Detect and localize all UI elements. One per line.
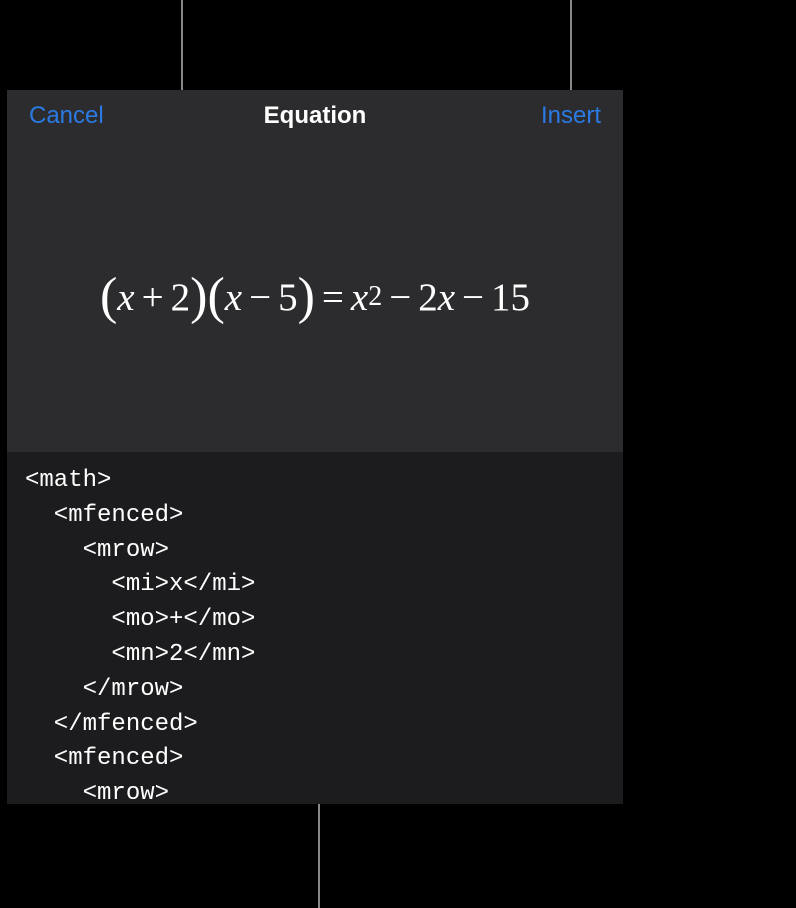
equation-panel: Cancel Equation Insert (x+2)(x−5)=x2−2x−… (7, 90, 623, 804)
code-editor[interactable]: <math> <mfenced> <mrow> <mi>x</mi> <mo>+… (7, 452, 623, 804)
panel-title: Equation (264, 102, 367, 130)
cancel-button[interactable]: Cancel (29, 102, 104, 130)
header-bar: Cancel Equation Insert (7, 90, 623, 142)
callout-line-insert (570, 0, 572, 90)
code-text: <math> <mfenced> <mrow> <mi>x</mi> <mo>+… (25, 467, 255, 804)
equation-rendered: (x+2)(x−5)=x2−2x−15 (100, 275, 530, 320)
equation-preview: (x+2)(x−5)=x2−2x−15 (7, 142, 623, 452)
callout-line-code (318, 804, 320, 908)
insert-button[interactable]: Insert (541, 102, 601, 130)
